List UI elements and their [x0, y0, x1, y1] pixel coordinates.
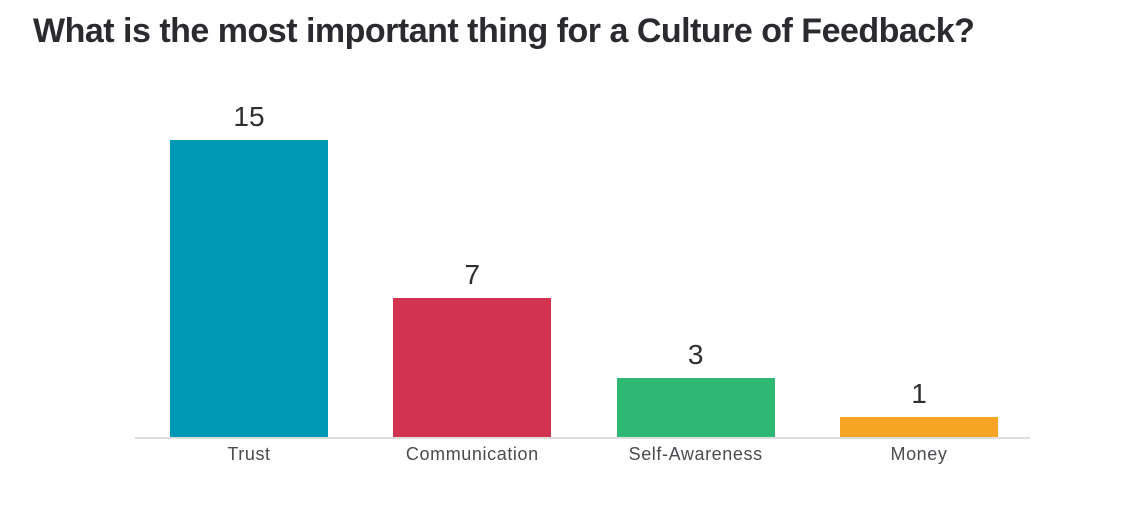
bar-column: 7 Communication: [393, 259, 552, 464]
bar[interactable]: [170, 140, 328, 437]
chart-title: What is the most important thing for a C…: [33, 12, 975, 50]
bar-value-label: 1: [911, 378, 927, 410]
bar-value-label: 7: [464, 259, 481, 291]
bar-value-label: 15: [233, 101, 265, 132]
category-label: Trust: [227, 444, 271, 464]
bar-value-label: 3: [687, 338, 704, 370]
bar[interactable]: [839, 417, 998, 437]
category-label: Money: [890, 444, 948, 464]
bar-column: 15 Trust: [170, 101, 328, 464]
bar-column: 3 Self-Awareness: [616, 338, 775, 464]
bar-column: 1 Money: [839, 378, 998, 464]
plot-area: 15 Trust 7 Communication 3 Self-Awareness 1 Mon…: [135, 95, 1030, 464]
bar[interactable]: [393, 298, 552, 437]
bars-row: 15 Trust 7 Communication 3 Self-Awareness 1 Mon…: [135, 95, 1030, 464]
bar[interactable]: [616, 377, 775, 437]
category-label: Self-Awareness: [628, 444, 763, 464]
category-label: Communication: [405, 444, 539, 464]
